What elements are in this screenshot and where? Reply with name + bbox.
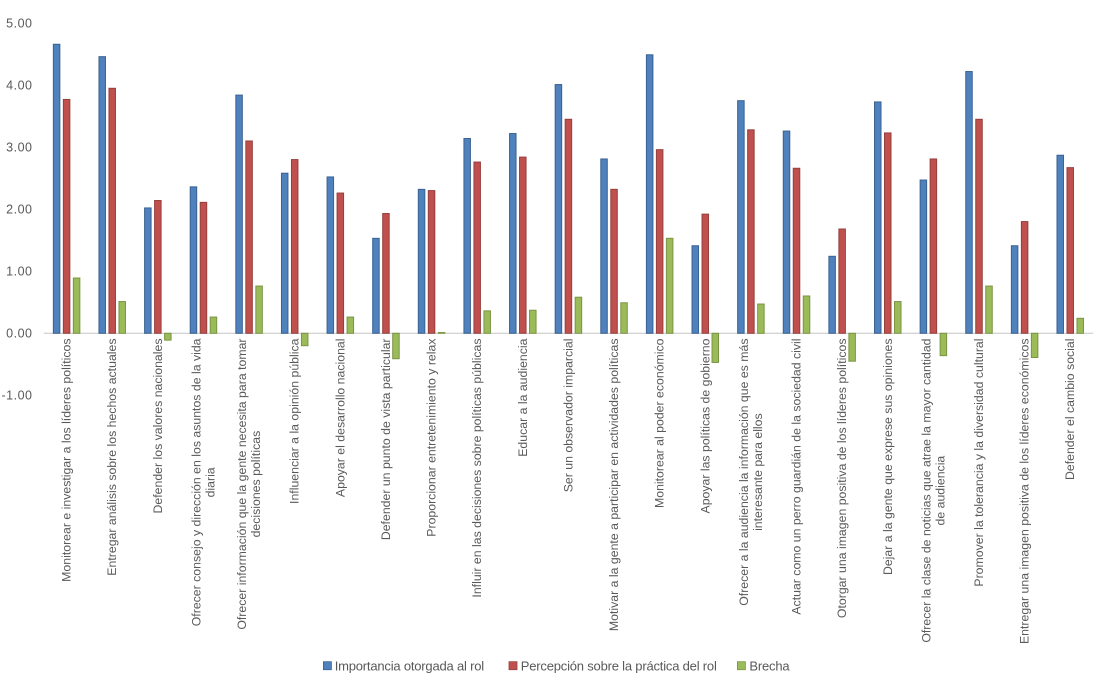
svg-text:Importancia otorgada al rol: Importancia otorgada al rol xyxy=(335,658,485,673)
svg-text:diaria: diaria xyxy=(203,467,217,497)
svg-text:Monitorear e investigar a los: Monitorear e investigar a los líderes po… xyxy=(60,339,74,582)
svg-text:Motivar a la gente a participa: Motivar a la gente a participar en activ… xyxy=(607,339,621,632)
svg-text:Ofrecer información que la gen: Ofrecer información que la gente necesit… xyxy=(235,339,249,630)
svg-text:de audiencia: de audiencia xyxy=(933,456,947,526)
svg-text:Influenciar a la opinión públi: Influenciar a la opinión pública xyxy=(288,338,302,504)
svg-text:Otorgar una imagen positiva de: Otorgar una imagen positiva de los líder… xyxy=(835,339,849,619)
svg-text:Entregar una imagen positiva d: Entregar una imagen positiva de los líde… xyxy=(1018,339,1032,645)
svg-text:Influir en las decisiones sobr: Influir en las decisiones sobre política… xyxy=(470,339,484,598)
svg-text:Defender un punto de vista par: Defender un punto de vista particular xyxy=(379,339,393,541)
svg-text:Ofrecer consejo y dirección en: Ofrecer consejo y dirección en los asunt… xyxy=(189,338,203,626)
svg-text:-1.00: -1.00 xyxy=(2,388,33,402)
svg-text:Entregar análisis sobre los he: Entregar análisis sobre los hechos actua… xyxy=(105,339,119,576)
svg-text:Ofrecer a la audiencia la info: Ofrecer a la audiencia la información qu… xyxy=(737,339,751,606)
svg-text:Promover la tolerancia y la di: Promover la tolerancia y la diversidad c… xyxy=(972,339,986,587)
svg-text:Monitorear al poder económico: Monitorear al poder económico xyxy=(653,338,667,508)
svg-text:Dejar a la gente que exprese s: Dejar a la gente que exprese sus opinion… xyxy=(881,339,895,576)
svg-text:Proporcionar entretenimiento y: Proporcionar entretenimiento y relax xyxy=(425,338,439,537)
svg-text:Apoyar las políticas de gobier: Apoyar las políticas de gobierno xyxy=(698,338,712,513)
svg-text:Defender el cambio social: Defender el cambio social xyxy=(1063,339,1077,481)
svg-text:Apoyar el desarrollo nacional: Apoyar el desarrollo nacional xyxy=(333,339,347,498)
svg-text:decisiones políticas: decisiones políticas xyxy=(249,431,263,538)
svg-text:3.00: 3.00 xyxy=(6,140,32,154)
svg-text:Percepción sobre la práctica d: Percepción sobre la práctica del rol xyxy=(521,658,717,673)
svg-text:Ofrecer la clase de noticias q: Ofrecer la clase de noticias que atrae l… xyxy=(919,338,933,642)
svg-text:Actuar como un perro guardián: Actuar como un perro guardián de la soci… xyxy=(790,339,804,615)
svg-text:5.00: 5.00 xyxy=(6,16,32,30)
svg-text:1.00: 1.00 xyxy=(6,264,32,278)
svg-text:Defender los valores nacionale: Defender los valores nacionales xyxy=(151,339,165,514)
svg-text:2.00: 2.00 xyxy=(6,202,32,216)
svg-text:4.00: 4.00 xyxy=(6,78,32,92)
svg-text:Educar a la audiencia: Educar a la audiencia xyxy=(516,338,530,456)
svg-text:Ser un observador imparcial: Ser un observador imparcial xyxy=(561,339,575,493)
svg-text:0.00: 0.00 xyxy=(6,326,32,340)
svg-text:interesante para ellos: interesante para ellos xyxy=(751,413,765,531)
svg-text:Brecha: Brecha xyxy=(749,658,790,673)
